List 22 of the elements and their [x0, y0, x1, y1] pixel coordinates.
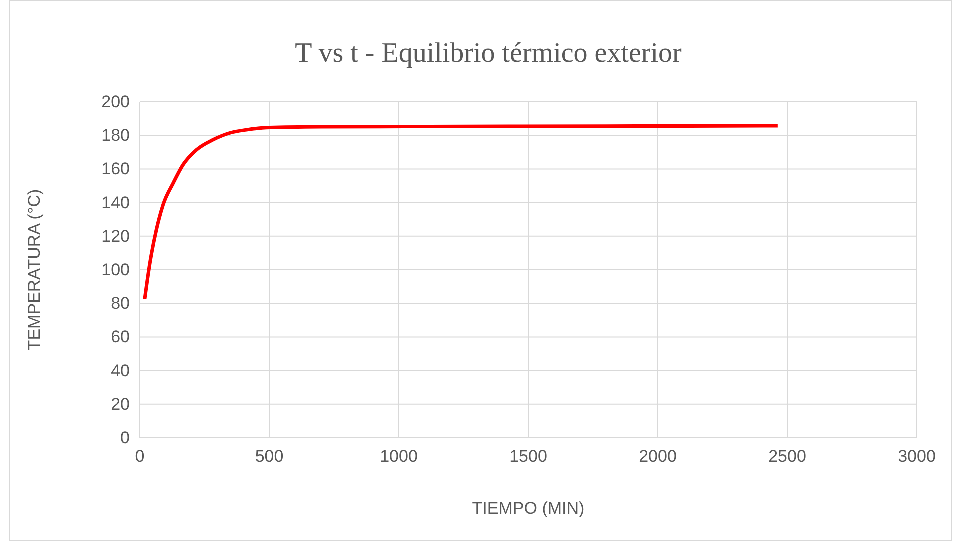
y-tick-label: 40: [111, 361, 130, 380]
y-tick-label: 100: [102, 260, 130, 280]
y-tick-label: 120: [102, 226, 130, 246]
x-tick-label: 3000: [898, 447, 936, 466]
x-tick-label: 2000: [639, 447, 677, 466]
y-tick-label: 20: [111, 394, 130, 414]
x-tick-label: 500: [255, 447, 284, 466]
y-tick-label: 140: [102, 193, 130, 212]
x-tick-label: 2500: [768, 447, 806, 466]
x-tick-label: 0: [135, 447, 145, 466]
line-series: [143, 124, 780, 301]
x-tick-label: 1500: [510, 447, 548, 466]
y-tick-label: 160: [102, 160, 130, 179]
y-tick-label: 0: [120, 428, 130, 448]
x-axis-title: TIEMPO (MIN): [472, 499, 585, 518]
y-tick-label: 80: [111, 294, 130, 314]
x-tick-label: 1000: [380, 447, 418, 466]
y-axis-title: TEMPERATURA (°C): [25, 189, 44, 351]
chart-title: T vs t - Equilibrio térmico exterior: [295, 38, 683, 69]
y-tick-label: 60: [111, 328, 130, 347]
y-tick-label: 180: [102, 126, 130, 146]
y-tick-label: 200: [102, 92, 130, 112]
